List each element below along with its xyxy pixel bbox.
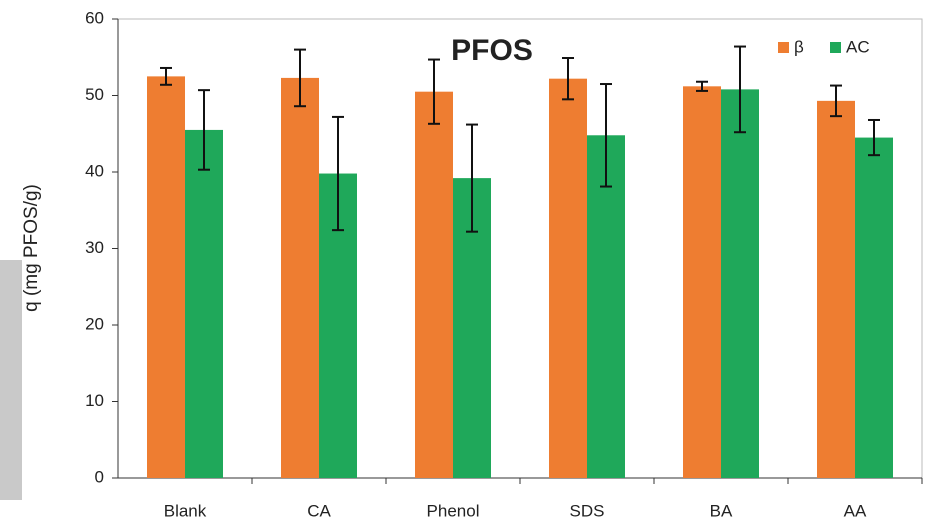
error-bar <box>600 83 612 188</box>
y-axis-label: q (mg PFOS/g) <box>21 184 42 312</box>
x-tick-label: CA <box>307 501 331 520</box>
x-tick-label: Blank <box>164 501 207 520</box>
x-tick-label: Phenol <box>427 501 480 520</box>
plot-frame <box>117 18 923 479</box>
legend-swatch <box>778 42 789 53</box>
bar <box>721 89 759 478</box>
error-bar <box>332 115 344 232</box>
bar <box>281 77 319 478</box>
y-tick-label: 50 <box>85 85 104 104</box>
error-bar <box>198 89 210 171</box>
error-bar <box>294 48 306 108</box>
legend-label: AC <box>846 37 870 56</box>
y-tick-label: 60 <box>85 8 104 27</box>
error-bar <box>830 84 842 118</box>
error-bar <box>428 58 440 125</box>
bar <box>683 86 721 478</box>
legend-label: β <box>794 37 804 56</box>
error-bar <box>868 118 880 157</box>
y-tick-label: 10 <box>85 391 104 410</box>
bar <box>817 100 855 478</box>
bar <box>549 78 587 479</box>
error-bar <box>466 123 478 233</box>
background-fragment <box>0 260 22 500</box>
error-bar <box>562 57 574 101</box>
x-tick-label: SDS <box>570 501 605 520</box>
y-tick-label: 30 <box>85 238 104 257</box>
bar <box>855 137 893 478</box>
x-tick-label: AA <box>844 501 867 520</box>
x-tick-label: BA <box>710 501 733 520</box>
error-bar <box>160 66 172 86</box>
error-bar <box>696 80 708 92</box>
bar <box>185 129 223 479</box>
y-tick-label: 0 <box>95 467 104 486</box>
y-tick-label: 20 <box>85 314 104 333</box>
bar <box>415 91 453 479</box>
bar <box>147 76 185 478</box>
bar <box>587 135 625 478</box>
error-bar <box>734 45 746 134</box>
y-tick-label: 40 <box>85 161 104 180</box>
chart-title: PFOS <box>451 34 533 67</box>
legend-swatch <box>830 42 841 53</box>
